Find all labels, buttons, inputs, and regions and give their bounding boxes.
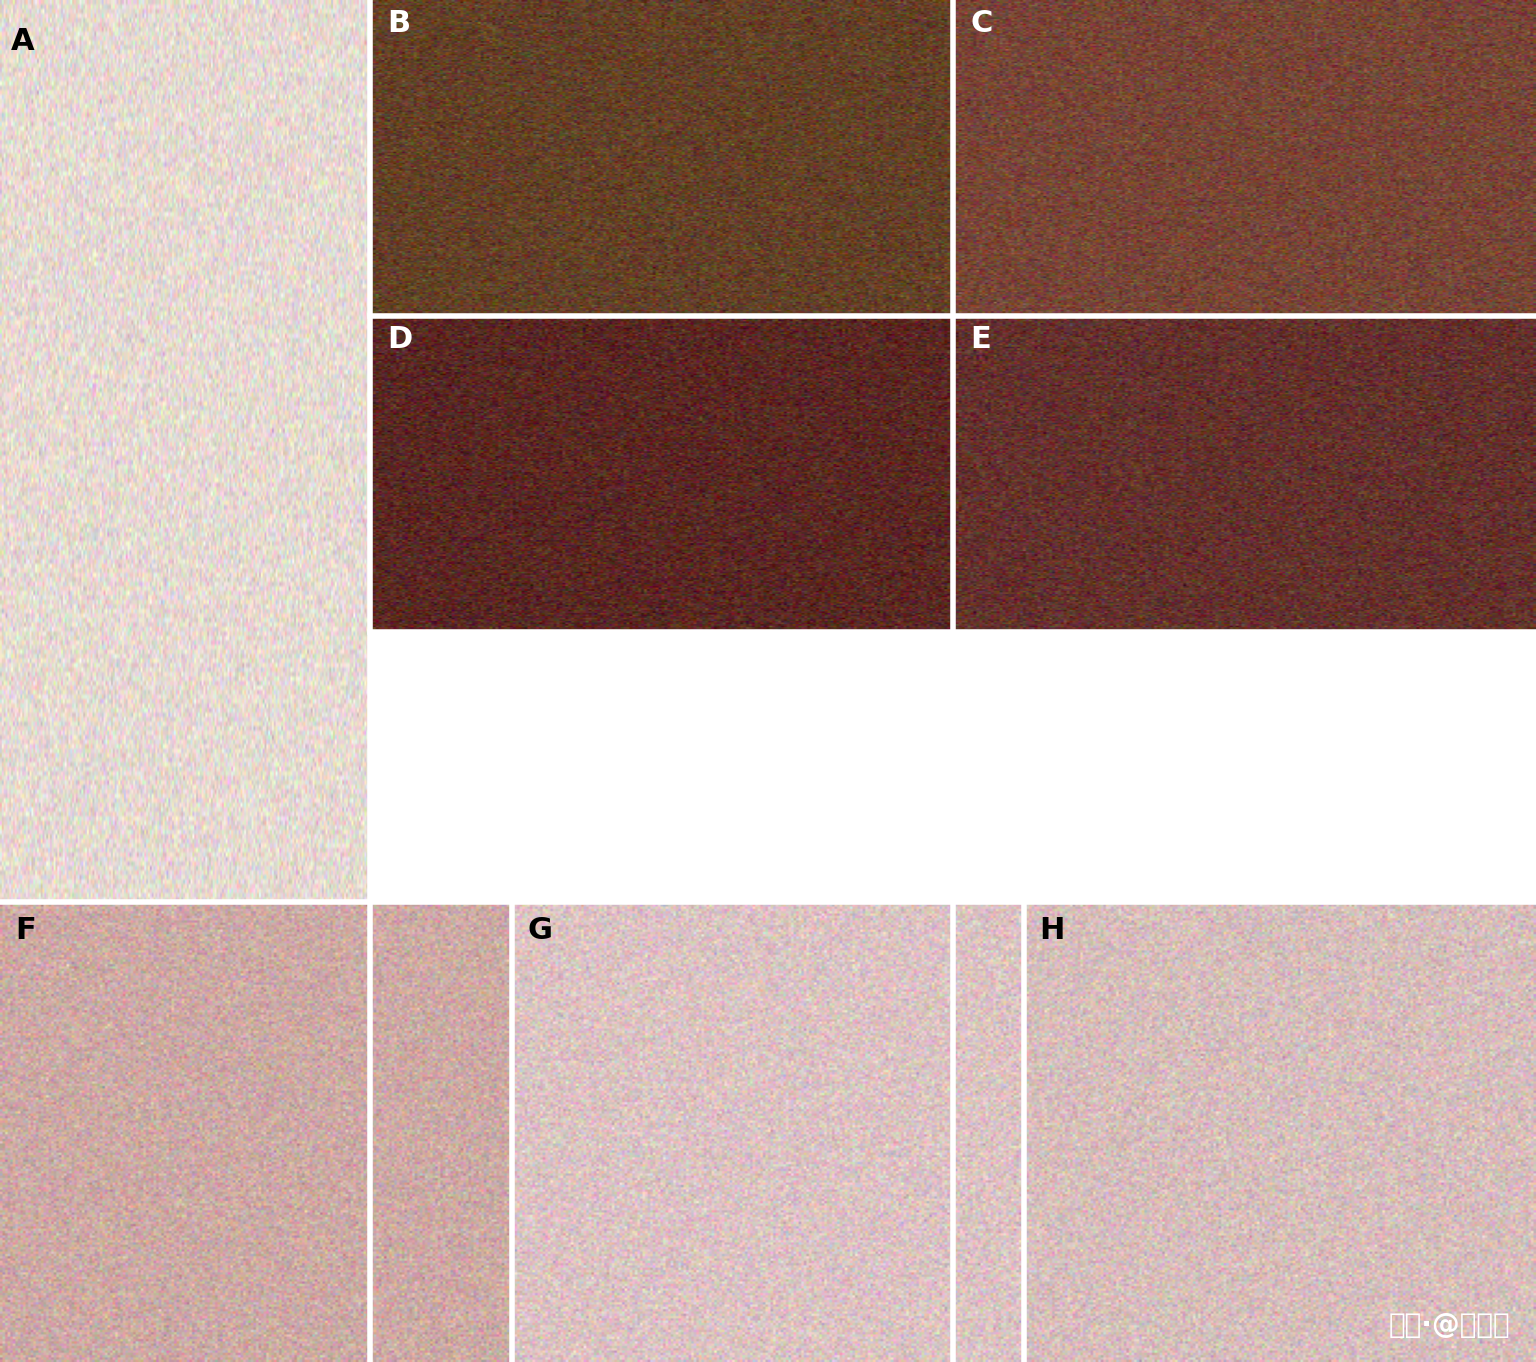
Text: F: F [15, 915, 37, 945]
Text: A: A [11, 27, 35, 56]
Text: G: G [527, 915, 553, 945]
Text: 知乎·@周桦源: 知乎·@周桦源 [1389, 1312, 1510, 1339]
Text: E: E [971, 326, 991, 354]
Text: B: B [387, 10, 410, 38]
Text: D: D [387, 326, 413, 354]
Text: H: H [1040, 915, 1064, 945]
Text: C: C [971, 10, 992, 38]
